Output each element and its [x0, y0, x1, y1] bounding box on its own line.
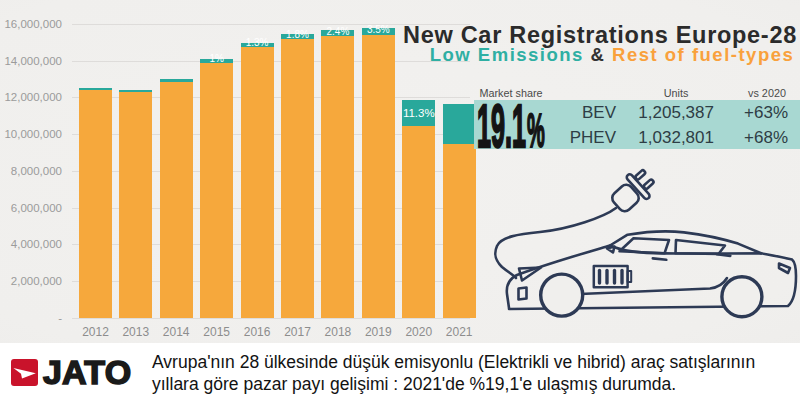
svg-text:19.1: 19.1 — [477, 91, 526, 160]
